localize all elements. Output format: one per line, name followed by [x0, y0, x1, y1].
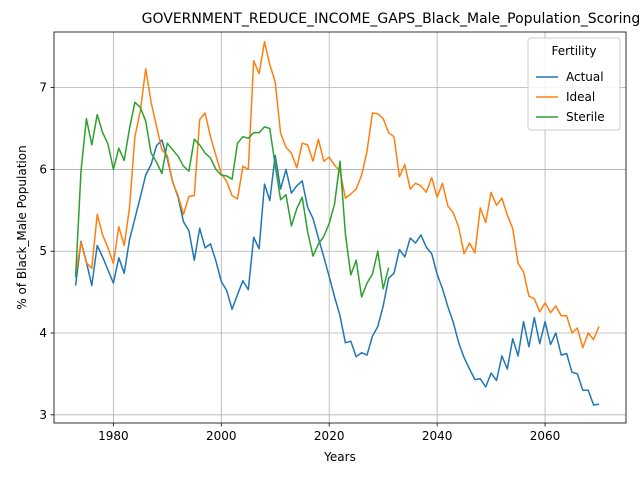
- legend-label-actual: Actual: [566, 70, 604, 84]
- y-tick-label: 6: [39, 162, 47, 176]
- x-tick-label: 1980: [98, 429, 129, 443]
- legend-label-sterile: Sterile: [566, 110, 605, 124]
- y-tick-label: 5: [39, 244, 47, 258]
- x-tick-label: 2000: [206, 429, 237, 443]
- x-tick-label: 2060: [530, 429, 561, 443]
- axis-ticks: 1980 2000 2020 2040 2060 3 4 5 6 7: [39, 81, 560, 443]
- x-axis-label: Years: [323, 450, 356, 464]
- series-line-actual: [74, 139, 600, 406]
- legend-items: Actual Ideal Sterile: [536, 70, 605, 124]
- series-lines: [74, 41, 600, 406]
- y-tick-label: 4: [39, 326, 47, 340]
- legend-title: Fertility: [551, 44, 596, 58]
- legend: Fertility Actual Ideal Sterile: [527, 37, 621, 131]
- y-tick-label: 7: [39, 81, 47, 95]
- y-axis-label: % of Black_Male Population: [15, 145, 29, 309]
- x-tick-label: 2040: [422, 429, 453, 443]
- series-line-ideal: [74, 41, 600, 349]
- legend-box: [527, 37, 621, 131]
- plot-frame: [53, 31, 627, 424]
- series-line-sterile: [74, 101, 390, 298]
- x-tick-label: 2020: [314, 429, 345, 443]
- y-tick-label: 3: [39, 408, 47, 422]
- chart-title: GOVERNMENT_REDUCE_INCOME_GAPS_Black_Male…: [142, 11, 640, 27]
- legend-label-ideal: Ideal: [566, 90, 595, 104]
